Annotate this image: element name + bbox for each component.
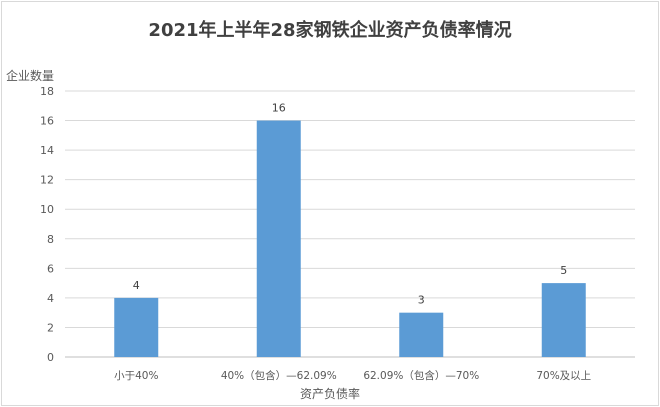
- y-tick-label: 12: [40, 174, 54, 187]
- x-tick-label: 40%（包含）—62.09%: [221, 369, 337, 382]
- data-label: 3: [418, 294, 425, 307]
- data-label: 16: [272, 102, 286, 115]
- y-tick-label: 16: [40, 115, 54, 128]
- y-tick-label: 18: [40, 85, 54, 98]
- x-tick-label: 小于40%: [114, 370, 158, 382]
- y-tick-label: 2: [47, 321, 54, 334]
- bar: [541, 283, 586, 357]
- bar: [256, 120, 301, 357]
- y-tick-label: 14: [40, 144, 54, 157]
- y-axis-label: 企业数量: [6, 69, 55, 83]
- data-label: 5: [560, 264, 567, 277]
- y-tick-label: 0: [47, 351, 54, 364]
- y-tick-label: 8: [47, 233, 54, 246]
- y-tick-label: 4: [47, 292, 54, 305]
- x-tick-label: 70%及以上: [536, 370, 591, 382]
- y-tick-label: 6: [47, 262, 54, 275]
- x-tick-label: 62.09%（包含）—70%: [363, 369, 479, 382]
- chart-title: 2021年上半年28家钢铁企业资产负债率情况: [148, 20, 512, 41]
- y-tick-label: 10: [40, 203, 54, 216]
- bar: [399, 312, 444, 357]
- x-axis-label: 资产负债率: [299, 387, 360, 401]
- bar: [114, 297, 159, 357]
- data-label: 4: [133, 279, 140, 292]
